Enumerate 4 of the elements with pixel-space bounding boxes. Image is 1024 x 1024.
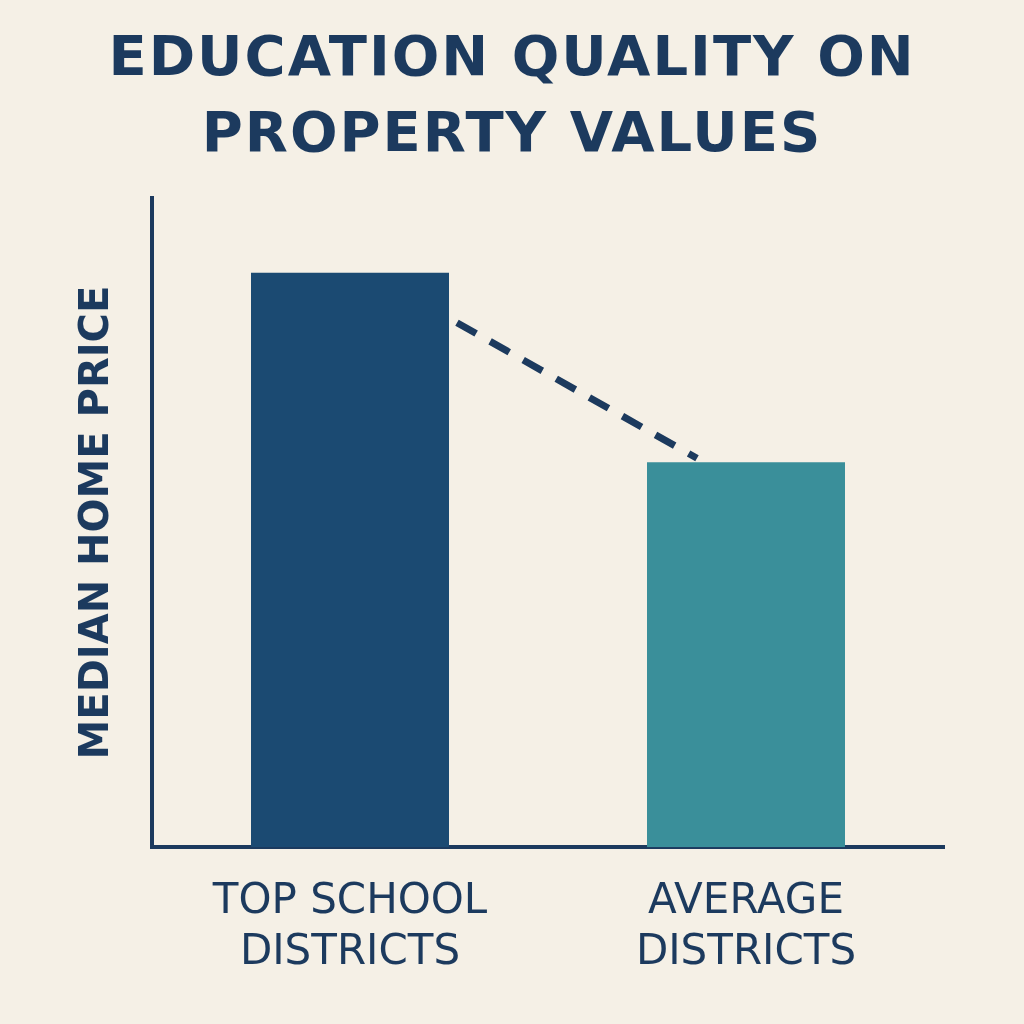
x-tick-label: TOP SCHOOL DISTRICTS (211, 874, 488, 974)
y-axis-title: MEDIAN HOME PRICE (71, 285, 118, 760)
x-tick-label: AVERAGE DISTRICTS (635, 874, 857, 974)
chart-title: EDUCATION QUALITY ON PROPERTY VALUES (107, 22, 917, 166)
